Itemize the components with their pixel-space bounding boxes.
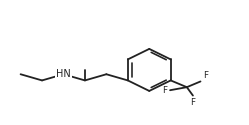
Text: HN: HN: [56, 69, 71, 79]
Text: F: F: [190, 98, 195, 107]
Text: F: F: [203, 71, 208, 80]
Text: F: F: [162, 86, 167, 95]
